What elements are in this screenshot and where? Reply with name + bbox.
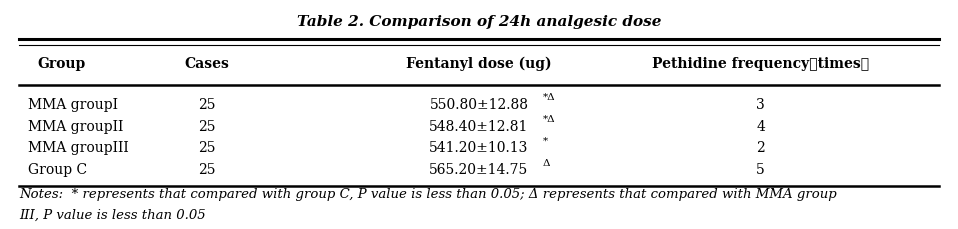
Text: 5: 5 [756, 163, 765, 177]
Text: Pethidine frequency（times）: Pethidine frequency（times） [652, 57, 869, 71]
Text: Group: Group [37, 57, 85, 71]
Text: 25: 25 [198, 142, 216, 155]
Text: MMA groupIII: MMA groupIII [29, 142, 129, 155]
Text: 4: 4 [756, 120, 765, 134]
Text: 25: 25 [198, 98, 216, 112]
Text: *Δ: *Δ [543, 93, 556, 102]
Text: 2: 2 [756, 142, 765, 155]
Text: Fentanyl dose (ug): Fentanyl dose (ug) [406, 57, 552, 71]
Text: III, P value is less than 0.05: III, P value is less than 0.05 [19, 209, 206, 222]
Text: Table 2. Comparison of 24h analgesic dose: Table 2. Comparison of 24h analgesic dos… [297, 15, 661, 29]
Text: Group C: Group C [29, 163, 87, 177]
Text: Δ: Δ [543, 159, 550, 168]
Text: 3: 3 [756, 98, 765, 112]
Text: 25: 25 [198, 163, 216, 177]
Text: Notes:  * represents that compared with group C, P value is less than 0.05; Δ re: Notes: * represents that compared with g… [19, 188, 836, 201]
Text: MMA groupII: MMA groupII [29, 120, 124, 134]
Text: 565.20±14.75: 565.20±14.75 [429, 163, 529, 177]
Text: 541.20±10.13: 541.20±10.13 [429, 142, 529, 155]
Text: MMA groupI: MMA groupI [29, 98, 119, 112]
Text: *Δ: *Δ [543, 115, 556, 124]
Text: 548.40±12.81: 548.40±12.81 [429, 120, 529, 134]
Text: Cases: Cases [184, 57, 229, 71]
Text: 25: 25 [198, 120, 216, 134]
Text: 550.80±12.88: 550.80±12.88 [429, 98, 529, 112]
Text: *: * [543, 137, 548, 146]
